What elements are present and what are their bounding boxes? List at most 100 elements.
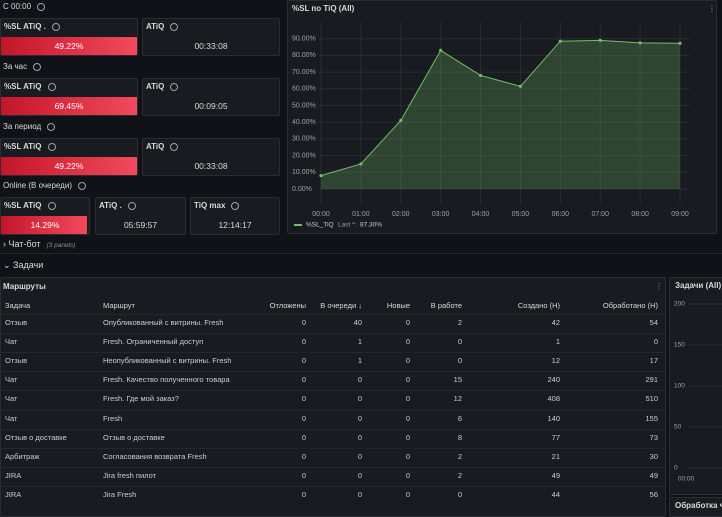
cell: Jira Fresh — [103, 489, 137, 499]
row-title[interactable]: Задачи — [13, 260, 44, 270]
row-title[interactable]: Чат-бот — [8, 239, 41, 249]
y-tick-label: 150 — [674, 342, 685, 349]
stat-title: TiQ max — [194, 201, 240, 210]
info-icon[interactable] — [170, 82, 179, 91]
row-line — [1, 409, 665, 411]
info-icon[interactable] — [77, 181, 86, 190]
cell: Отзыв — [5, 318, 28, 327]
column-header[interactable]: В очереди ↓ — [320, 301, 362, 310]
cell: 0 — [405, 394, 410, 404]
cell: 510 — [645, 394, 658, 404]
cell: 240 — [547, 375, 560, 385]
stat-title: ATiQ — [146, 82, 179, 91]
cell: 0 — [357, 432, 362, 442]
cell: Согласования возврата Fresh — [103, 451, 207, 461]
y-tick-label: 0.00% — [292, 186, 312, 193]
info-icon[interactable] — [33, 62, 42, 71]
section-title: За час — [3, 62, 42, 71]
cell: Чат — [5, 337, 18, 347]
cell: 0 — [405, 356, 410, 366]
stat-panel: ATiQ 00:33:08 — [142, 18, 280, 56]
cell: 54 — [649, 318, 658, 327]
info-icon[interactable] — [47, 142, 56, 151]
stat-bar — [1, 97, 137, 115]
info-icon[interactable] — [170, 142, 179, 151]
stat-title: %SL ATiQ . — [4, 22, 60, 31]
info-icon[interactable] — [127, 201, 136, 210]
y-tick-label: 200 — [674, 301, 685, 308]
cell: 0 — [357, 470, 362, 480]
cell: Fresh — [103, 413, 123, 423]
point — [478, 73, 483, 78]
cell: 0 — [457, 356, 462, 366]
cell: 42 — [551, 318, 560, 327]
info-icon[interactable] — [231, 201, 240, 210]
point — [598, 38, 602, 42]
row-line — [1, 428, 665, 430]
y-tick-label: 70.00% — [292, 69, 316, 76]
column-header[interactable]: Новые — [386, 301, 410, 310]
stat-value: 00:09:05 — [194, 101, 228, 111]
cell: Fresh. Качество полученного товара — [103, 375, 230, 385]
cell: 44 — [551, 489, 560, 499]
stat-panel: ATiQ 00:33:08 — [142, 138, 280, 176]
row-line — [1, 390, 665, 392]
cell: 0 — [357, 451, 362, 461]
cell: Опубликованный с витрины. Fresh — [103, 318, 224, 327]
y-tick-label: 40.00% — [292, 119, 316, 126]
info-icon[interactable] — [170, 22, 179, 31]
info-icon[interactable] — [47, 122, 56, 131]
point — [319, 174, 323, 178]
stat-title: ATiQ . — [99, 201, 136, 210]
cell: 0 — [301, 394, 306, 404]
x-tick-label: 08:00 — [631, 211, 649, 218]
cell: 0 — [457, 337, 462, 347]
stat-panel: TiQ max 12:14:17 — [190, 197, 280, 235]
cell: 6 — [457, 413, 462, 423]
row-header: ⌄ Задачи — [3, 260, 44, 270]
legend-last: 87.30% — [360, 222, 382, 229]
row-line — [1, 447, 665, 449]
cell: 0 — [405, 451, 410, 461]
stat-value: 00:33:08 — [194, 161, 228, 171]
series-line — [320, 39, 681, 177]
row-line — [1, 314, 665, 315]
y-tick-label: 30.00% — [292, 136, 316, 143]
stat-panel: %SL ATiQ 49.22% — [0, 138, 138, 176]
row-divider — [0, 253, 722, 254]
chart-panel: %SL по TiQ (All) ⋮ 0.00% 10.00% 20.00% 30.00%… — [287, 0, 717, 234]
cell: Отзыв — [5, 356, 28, 366]
cell: 12 — [551, 356, 560, 366]
cell: 2 — [457, 318, 462, 327]
series-area — [321, 40, 680, 190]
x-tick-label: 09:00 — [671, 211, 689, 218]
column-header[interactable]: В работе — [430, 301, 462, 310]
stat-panel: ATiQ . 05:59:57 — [95, 197, 186, 235]
info-icon[interactable] — [47, 82, 56, 91]
cell: 40 — [353, 318, 362, 327]
section-title: С 00:00 — [3, 2, 46, 11]
stat-title: %SL ATiQ — [4, 142, 56, 151]
cell: Отзыв о доставке — [5, 432, 67, 442]
column-header[interactable]: Отложены — [269, 301, 306, 310]
stat-title: ATiQ — [146, 142, 179, 151]
cell: 408 — [547, 394, 560, 404]
cell: JIRA — [5, 489, 22, 499]
cell: 1 — [357, 337, 362, 347]
column-header[interactable]: Создано (H) — [517, 301, 560, 310]
x-tick-label: 03:00 — [432, 211, 450, 218]
info-icon[interactable] — [47, 201, 56, 210]
point — [558, 39, 562, 43]
table-panel — [0, 277, 666, 517]
cell: Чат — [5, 413, 18, 423]
column-header[interactable]: Маршрут — [103, 301, 135, 310]
column-header[interactable]: Обработано (H) — [602, 301, 658, 310]
info-icon[interactable] — [51, 22, 60, 31]
info-icon[interactable] — [37, 2, 46, 11]
point — [359, 162, 363, 166]
cell: 0 — [301, 413, 306, 423]
column-header[interactable]: Задача — [5, 301, 31, 310]
cell: 0 — [405, 432, 410, 442]
row-header: › Чат-бот (3 panels) — [3, 239, 76, 249]
